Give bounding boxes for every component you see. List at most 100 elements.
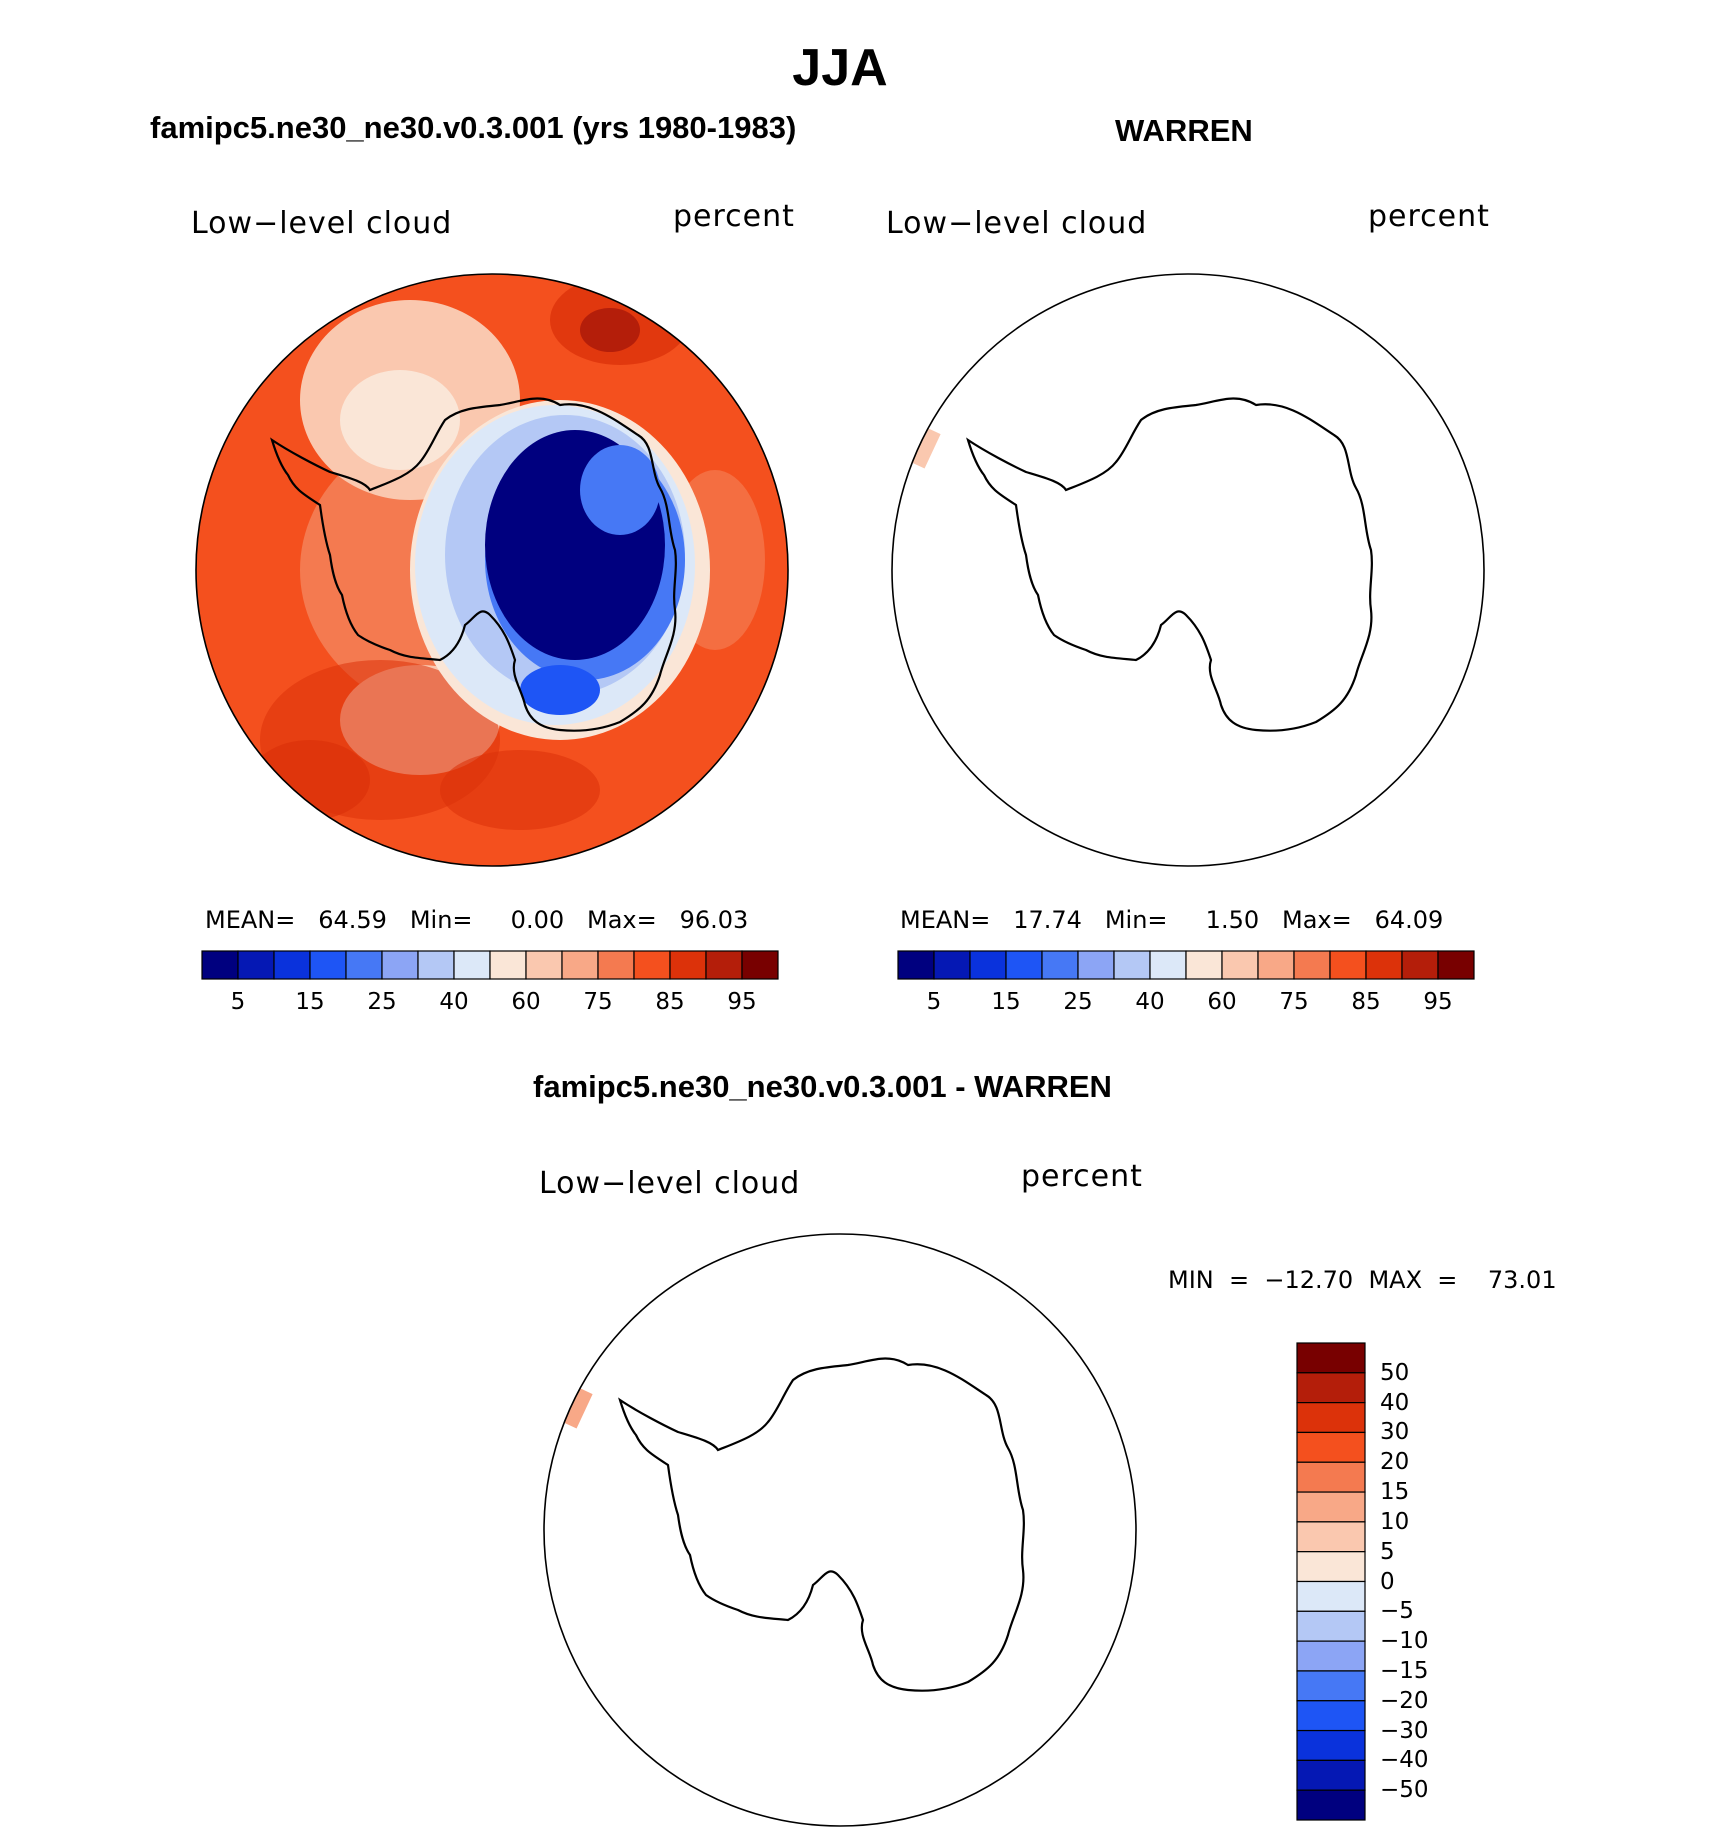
p2-colorbar-cell [1077,950,1115,980]
p1-colorbar-cell [381,950,419,980]
p2-colorbar-cell [1257,950,1295,980]
p1-colorbar-cell [525,950,563,980]
p3-colorbar-cell [1296,1551,1366,1583]
p1-colorbar-cell [273,950,311,980]
right-panel-title: WARREN [1115,113,1253,148]
p3-colorbar-cell [1296,1580,1366,1612]
p3-colorbar-cell [1296,1402,1366,1434]
p3-colorbar-cell [1296,1640,1366,1672]
p2-colorbar-cell [1221,950,1259,980]
p2-stats: MEAN= 17.74 Min= 1.50 Max= 64.09 [900,906,1444,934]
p2-colorbar-cell [897,950,935,980]
p3-colorbar-tick-label: −15 [1380,1657,1429,1684]
p1-colorbar-tick-label: 15 [295,989,325,1015]
p3-colorbar-tick-label: 10 [1380,1508,1410,1535]
p3-colorbar-tick-label: 0 [1380,1568,1395,1595]
p3-colorbar-tick-label: 30 [1380,1419,1410,1446]
p2-colorbar-tick-label: 40 [1135,989,1165,1015]
p2-colorbar-cell [1365,950,1403,980]
p3-colorbar-cell [1296,1759,1366,1791]
p3-colorbar-cell [1296,1729,1366,1761]
p2-colorbar-cell [1113,950,1151,980]
p3-variable-label: Low−level cloud [539,1166,801,1201]
p1-colorbar-cell [201,950,239,980]
p2-colorbar-tick-label: 5 [926,989,942,1015]
p3-stats: MIN = −12.70 MAX = 73.01 [1168,1266,1557,1294]
p3-colorbar-tick-label: 50 [1380,1359,1410,1386]
p3-colorbar-tick-label: 5 [1380,1538,1395,1565]
p3-units-label: percent [1021,1159,1143,1194]
page-title: JJA [792,39,888,97]
p1-colorbar-tick-label: 5 [230,989,246,1015]
p1-colorbar-tick-label: 75 [583,989,613,1015]
p2-units-label: percent [1368,199,1490,234]
p3-colorbar [1296,1342,1366,1821]
p3-colorbar-tick-label: 15 [1380,1479,1410,1506]
p1-colorbar-tick-label: 40 [439,989,469,1015]
p3-colorbar-tick-label: −10 [1380,1628,1429,1655]
p1-map-field [196,274,788,866]
p3-map-border [543,1233,1137,1827]
p2-colorbar-cell [1437,950,1475,980]
p1-colorbar-tick-label: 95 [727,989,757,1015]
p2-colorbar-cell [1185,950,1223,980]
p1-colorbar-cell [669,950,707,980]
p1-units-label: percent [673,199,795,234]
p1-colorbar-cell [741,950,779,980]
p3-coastline [618,1357,1025,1692]
p2-colorbar-tick-label: 25 [1063,989,1093,1015]
p3-colorbar-tick-label: 40 [1380,1389,1410,1416]
p3-colorbar-tick-label: −20 [1380,1687,1429,1714]
p1-colorbar-cell [237,950,275,980]
p1-colorbar-cell [597,950,635,980]
p3-colorbar-cell [1296,1461,1366,1493]
p1-colorbar-cell [309,950,347,980]
p2-colorbar-cell [1149,950,1187,980]
p1-colorbar-cell [453,950,491,980]
p2-colorbar-cell [1005,950,1043,980]
p2-colorbar-cell [1329,950,1367,980]
p2-colorbar-tick-label: 85 [1351,989,1381,1015]
p1-colorbar [201,950,779,980]
left-panel-title: famipc5.ne30_ne30.v0.3.001 (yrs 1980-198… [150,110,797,145]
p2-map-border [891,273,1485,867]
p1-colorbar-cell [561,950,599,980]
p1-stats: MEAN= 64.59 Min= 0.00 Max= 96.03 [205,906,749,934]
p3-colorbar-cell [1296,1491,1366,1523]
p1-colorbar-tick-label: 60 [511,989,541,1015]
p2-colorbar-cell [933,950,971,980]
p2-colorbar [897,950,1475,980]
p2-coastline [966,397,1373,732]
p1-colorbar-cell [705,950,743,980]
p1-variable-label: Low−level cloud [191,206,453,241]
diff-panel-title: famipc5.ne30_ne30.v0.3.001 - WARREN [533,1069,1112,1104]
p3-colorbar-cell [1296,1372,1366,1404]
p1-map-border [195,273,789,867]
p3-colorbar-cell [1296,1431,1366,1463]
p1-colorbar-cell [417,950,455,980]
p3-colorbar-cell [1296,1789,1366,1821]
p3-colorbar-tick-label: −5 [1380,1598,1414,1625]
p3-colorbar-cell [1296,1342,1366,1374]
p2-colorbar-tick-label: 15 [991,989,1021,1015]
p1-colorbar-cell [633,950,671,980]
p2-colorbar-cell [969,950,1007,980]
p2-colorbar-cell [1401,950,1439,980]
p2-colorbar-tick-label: 60 [1207,989,1237,1015]
p2-colorbar-tick-label: 75 [1279,989,1309,1015]
p3-colorbar-cell [1296,1521,1366,1553]
p3-colorbar-cell [1296,1700,1366,1732]
p3-colorbar-tick-label: −40 [1380,1747,1429,1774]
p2-colorbar-cell [1293,950,1331,980]
p2-colorbar-tick-label: 95 [1423,989,1453,1015]
p1-colorbar-tick-label: 85 [655,989,685,1015]
p1-colorbar-cell [345,950,383,980]
p3-colorbar-tick-label: −30 [1380,1717,1429,1744]
p3-colorbar-tick-label: 20 [1380,1449,1410,1476]
p2-colorbar-cell [1041,950,1079,980]
p3-colorbar-cell [1296,1610,1366,1642]
p3-colorbar-cell [1296,1670,1366,1702]
p1-colorbar-tick-label: 25 [367,989,397,1015]
p3-colorbar-tick-label: −50 [1380,1777,1429,1804]
